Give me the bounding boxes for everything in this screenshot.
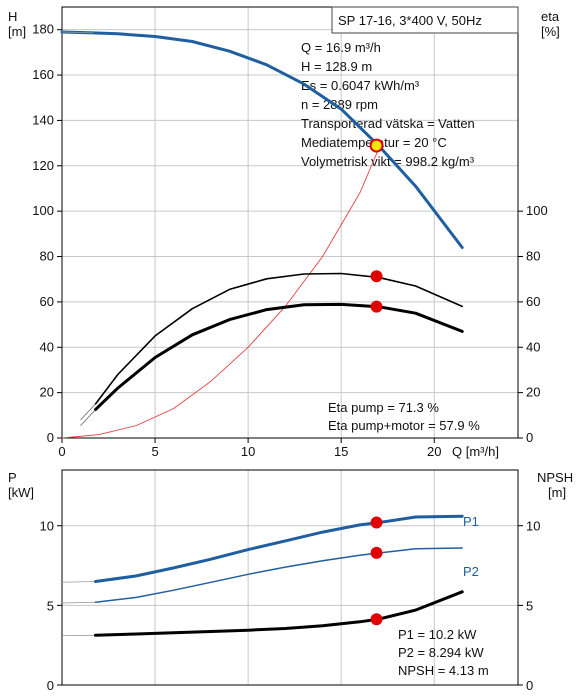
x-tick-label: 20 bbox=[427, 444, 441, 459]
y-tick-label: 120 bbox=[32, 158, 54, 173]
y-tick-label: 160 bbox=[32, 67, 54, 82]
y-right-axis-unit-npsh: [m] bbox=[548, 485, 566, 500]
y-tick-label: 180 bbox=[32, 22, 54, 37]
y-right-tick-label: 60 bbox=[526, 294, 540, 309]
y-tick-label: 10 bbox=[40, 519, 54, 534]
operating-point-marker bbox=[371, 270, 383, 282]
y-right-tick-label: 20 bbox=[526, 385, 540, 400]
operating-point-info: Es = 0.6047 kWh/m³ bbox=[301, 78, 420, 93]
series-shutoff-leader bbox=[62, 602, 96, 603]
power-annotation: P2 = 8.294 kW bbox=[398, 645, 484, 660]
y-right-tick-label: 80 bbox=[526, 249, 540, 264]
y-tick-label: 20 bbox=[40, 385, 54, 400]
y-tick-label: 60 bbox=[40, 294, 54, 309]
y-axis-unit-p: [kW] bbox=[8, 485, 34, 500]
series-line-eta-pump bbox=[96, 274, 463, 405]
y-right-axis-label-npsh: NPSH bbox=[537, 470, 573, 485]
efficiency-annotation: Eta pump = 71.3 % bbox=[328, 400, 439, 415]
y-axis-unit-h: [m] bbox=[8, 24, 26, 39]
operating-point-marker bbox=[371, 613, 383, 625]
plot-frame-top bbox=[62, 7, 518, 438]
y-right-tick-label: 100 bbox=[526, 203, 548, 218]
operating-point-marker bbox=[371, 517, 383, 529]
series-shutoff-leader bbox=[62, 581, 96, 582]
y-tick-label: 0 bbox=[47, 430, 54, 445]
y-right-tick-label: 5 bbox=[526, 598, 533, 613]
y-right-tick-label: 0 bbox=[526, 678, 533, 693]
operating-point-marker bbox=[371, 547, 383, 559]
y-right-tick-label: 10 bbox=[526, 519, 540, 534]
y-right-tick-label: 0 bbox=[526, 430, 533, 445]
power-annotation: P1 = 10.2 kW bbox=[398, 627, 477, 642]
y-tick-label: 0 bbox=[47, 678, 54, 693]
y-tick-label: 100 bbox=[32, 203, 54, 218]
y-tick-label: 80 bbox=[40, 249, 54, 264]
x-tick-label: 0 bbox=[58, 444, 65, 459]
operating-point-marker bbox=[371, 301, 383, 313]
x-tick-label: 5 bbox=[151, 444, 158, 459]
operating-point-info: Transporterad vätska = Vatten bbox=[301, 116, 475, 131]
x-tick-label: 10 bbox=[241, 444, 255, 459]
series-line-eta-pump-motor bbox=[96, 304, 463, 409]
y-right-axis-label-eta: eta bbox=[541, 9, 560, 24]
power-annotation: NPSH = 4.13 m bbox=[398, 663, 489, 678]
operating-point-info: Q = 16.9 m³/h bbox=[301, 40, 381, 55]
x-axis-label: Q [m³/h] bbox=[452, 444, 499, 459]
series-line-system-curve bbox=[62, 141, 382, 438]
y-axis-label-p: P bbox=[8, 470, 17, 485]
series-label-p2: P2 bbox=[463, 564, 479, 579]
series-label-p1: P1 bbox=[463, 514, 479, 529]
operating-point-info: H = 128.9 m bbox=[301, 59, 372, 74]
y-right-axis-unit-eta: [%] bbox=[541, 24, 560, 39]
y-tick-label: 40 bbox=[40, 339, 54, 354]
efficiency-annotation: Eta pump+motor = 57.9 % bbox=[328, 418, 480, 433]
series-line-p2 bbox=[96, 548, 463, 602]
operating-point-marker bbox=[371, 140, 383, 152]
y-axis-label-h: H bbox=[8, 9, 17, 24]
y-tick-label: 140 bbox=[32, 112, 54, 127]
y-right-tick-label: 40 bbox=[526, 339, 540, 354]
chart-title: SP 17-16, 3*400 V, 50Hz bbox=[338, 13, 482, 28]
x-tick-label: 15 bbox=[334, 444, 348, 459]
y-tick-label: 5 bbox=[47, 598, 54, 613]
